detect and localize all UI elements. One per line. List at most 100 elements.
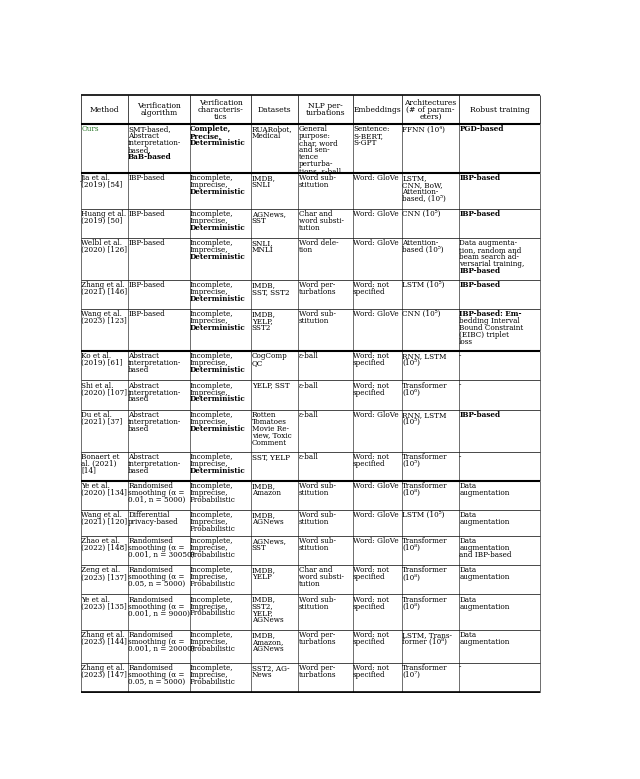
Text: Word: GloVe: Word: GloVe <box>353 210 399 217</box>
Text: Randomised: Randomised <box>128 538 173 545</box>
Text: Incomplete,: Incomplete, <box>190 174 234 182</box>
Text: and IBP-based: and IBP-based <box>459 551 511 559</box>
Text: Word: not: Word: not <box>353 352 389 361</box>
Text: augmentation: augmentation <box>459 638 509 647</box>
Text: YELP, SST: YELP, SST <box>252 382 289 390</box>
Text: SNLI: SNLI <box>252 181 271 189</box>
Text: SNLI,: SNLI, <box>252 239 273 247</box>
Text: Comment: Comment <box>252 439 287 446</box>
Text: IBP-based: IBP-based <box>459 281 500 289</box>
Text: augmentation: augmentation <box>459 545 509 552</box>
Text: Imprecise,: Imprecise, <box>190 246 228 254</box>
Text: stitution: stitution <box>299 489 329 497</box>
Text: Probabilistic: Probabilistic <box>190 525 236 533</box>
Text: 0.05, n = 5000): 0.05, n = 5000) <box>128 580 186 588</box>
Text: word substi-: word substi- <box>299 573 344 581</box>
Text: interpretation-: interpretation- <box>128 460 182 468</box>
Text: specified: specified <box>353 288 385 296</box>
Text: Precise,: Precise, <box>190 132 222 140</box>
Text: purpose:: purpose: <box>299 132 331 140</box>
Text: and sen-: and sen- <box>299 146 330 154</box>
Text: Complete,: Complete, <box>190 125 231 133</box>
Text: Incomplete,: Incomplete, <box>190 239 234 247</box>
Text: turbations: turbations <box>299 638 336 647</box>
Text: Imprecise,: Imprecise, <box>190 518 228 527</box>
Text: -: - <box>459 664 461 671</box>
Text: Transformer: Transformer <box>403 453 448 461</box>
Text: Word: GloVe: Word: GloVe <box>353 482 399 490</box>
Text: IBP-based: IBP-based <box>128 281 165 289</box>
Text: Word per-: Word per- <box>299 631 335 640</box>
Text: former (10⁸): former (10⁸) <box>403 638 447 647</box>
Text: LSTM,: LSTM, <box>403 174 427 182</box>
Text: Huang et al.: Huang et al. <box>81 210 126 217</box>
Text: tution: tution <box>299 224 320 231</box>
Text: (10⁸): (10⁸) <box>403 545 420 552</box>
Text: Data: Data <box>459 511 476 520</box>
Text: smoothing (α =: smoothing (α = <box>128 573 184 581</box>
Text: IBP-based: IBP-based <box>459 411 500 419</box>
Text: (10⁵): (10⁵) <box>403 418 420 425</box>
Text: 0.01, n = 5000): 0.01, n = 5000) <box>128 496 186 504</box>
Text: privacy-based: privacy-based <box>128 518 179 527</box>
Text: CNN (10⁵): CNN (10⁵) <box>403 310 441 318</box>
Text: (2019) [61]: (2019) [61] <box>81 359 123 368</box>
Text: SST: SST <box>252 545 266 552</box>
Text: based: based <box>128 467 150 475</box>
Text: Randomised: Randomised <box>128 664 173 671</box>
Text: (2020) [134]: (2020) [134] <box>81 489 127 497</box>
Text: Incomplete,: Incomplete, <box>190 382 234 390</box>
Text: (2023) [137]: (2023) [137] <box>81 573 127 581</box>
Text: Shi et al.: Shi et al. <box>81 382 113 390</box>
Text: Du et al.: Du et al. <box>81 411 112 419</box>
Text: Transformer: Transformer <box>403 596 448 604</box>
Text: augmentation: augmentation <box>459 573 509 581</box>
Text: specified: specified <box>353 671 385 679</box>
Text: AGNews,: AGNews, <box>252 538 285 545</box>
Text: (2020) [126]: (2020) [126] <box>81 246 127 254</box>
Text: Data: Data <box>459 482 476 490</box>
Text: Imprecise,: Imprecise, <box>190 317 228 325</box>
Text: ε-ball: ε-ball <box>299 453 319 461</box>
Text: RNN, LSTM: RNN, LSTM <box>403 352 447 361</box>
Text: Imprecise,: Imprecise, <box>190 288 228 296</box>
Text: 0.001, n = 30050): 0.001, n = 30050) <box>128 551 195 559</box>
Text: SST, YELP: SST, YELP <box>252 453 290 461</box>
Text: Word: not: Word: not <box>353 631 389 640</box>
Text: Wang et al.: Wang et al. <box>81 511 122 520</box>
Text: (10⁸): (10⁸) <box>403 573 420 581</box>
Text: IBP-based: IBP-based <box>459 210 500 217</box>
Text: Word: not: Word: not <box>353 566 389 574</box>
Text: IBP-based: IBP-based <box>128 239 165 247</box>
Text: stitution: stitution <box>299 545 329 552</box>
Text: IMDB,: IMDB, <box>252 511 275 520</box>
Text: SST, SST2: SST, SST2 <box>252 288 289 296</box>
Text: stitution: stitution <box>299 181 329 189</box>
Text: tence: tence <box>299 153 319 161</box>
Text: beam search ad-: beam search ad- <box>459 252 519 261</box>
Text: Deterministic: Deterministic <box>190 396 246 404</box>
Text: Probabilistic: Probabilistic <box>190 678 236 686</box>
Text: specified: specified <box>353 359 385 368</box>
Text: Word sub-: Word sub- <box>299 174 335 182</box>
Text: Randomised: Randomised <box>128 482 173 490</box>
Text: Bound Constraint: Bound Constraint <box>459 324 524 332</box>
Text: (2023) [147]: (2023) [147] <box>81 671 127 679</box>
Text: Ye et al.: Ye et al. <box>81 482 110 490</box>
Text: ε-ball: ε-ball <box>299 411 319 419</box>
Text: CNN, BoW,: CNN, BoW, <box>403 181 443 189</box>
Text: Wang et al.: Wang et al. <box>81 310 122 318</box>
Text: Deterministic: Deterministic <box>190 366 246 374</box>
Text: word substi-: word substi- <box>299 217 344 224</box>
Text: Imprecise,: Imprecise, <box>190 389 228 397</box>
Text: Deterministic: Deterministic <box>190 252 246 261</box>
Text: stitution: stitution <box>299 602 329 611</box>
Text: Word per-: Word per- <box>299 664 335 671</box>
Text: Ours: Ours <box>81 125 99 133</box>
Text: bedding Interval: bedding Interval <box>459 317 520 325</box>
Text: Word: not: Word: not <box>353 382 389 390</box>
Text: LSTM (10⁵): LSTM (10⁵) <box>403 281 445 289</box>
Text: 0.05, n = 5000): 0.05, n = 5000) <box>128 678 186 686</box>
Text: ε-ball: ε-ball <box>299 382 319 390</box>
Text: Incomplete,: Incomplete, <box>190 596 234 604</box>
